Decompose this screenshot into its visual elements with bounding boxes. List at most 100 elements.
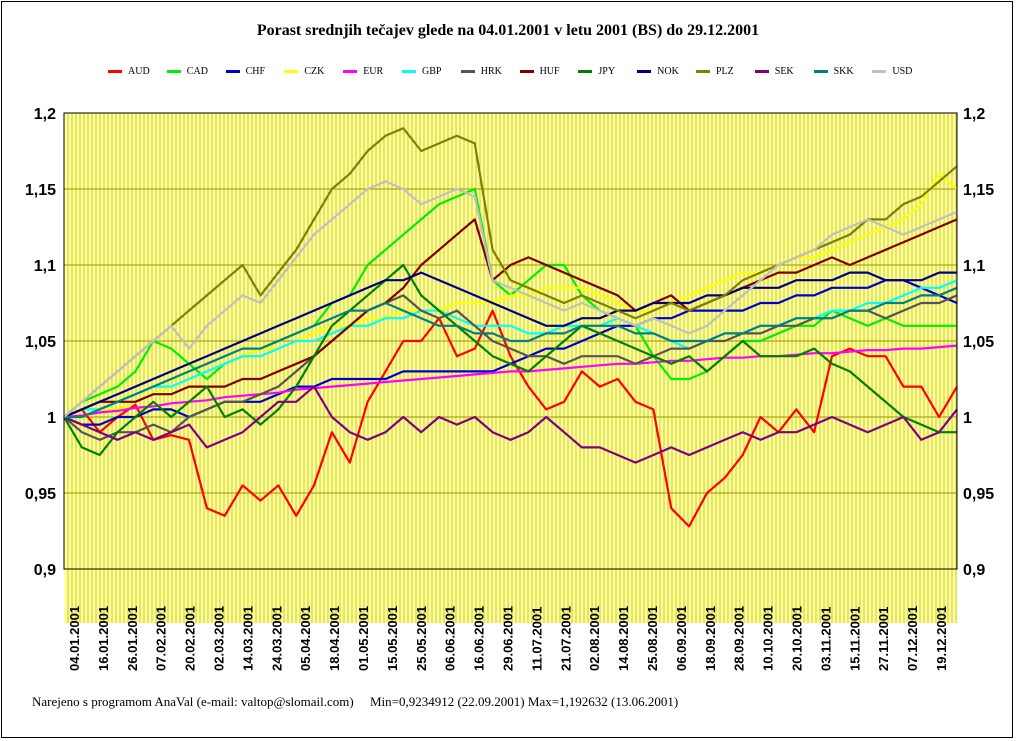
legend-item-jpy: JPY (578, 66, 637, 77)
series-line-eur (63, 344, 958, 419)
x-date-label: 19.12.2001 (934, 606, 949, 671)
legend-item-chf: CHF (225, 66, 285, 77)
x-date-label: 02.08.2001 (587, 606, 602, 671)
y-tick-left: 1,15 (25, 182, 56, 199)
legend-label: JPY (598, 66, 616, 77)
x-date-labels: 04.01.2001 16.01.2001 26.01.2001 07.02.2001… (67, 606, 949, 671)
x-date-label: 18.04.2001 (327, 606, 342, 671)
legend-swatch (578, 70, 593, 73)
x-date-label: 11.07.2001 (529, 607, 544, 671)
x-date-label: 21.07.2001 (558, 606, 573, 671)
x-date-label: 10.10.2001 (761, 606, 776, 671)
y-tick-left: 1 (47, 410, 56, 427)
legend-swatch (754, 70, 769, 73)
x-date-label: 28.09.2001 (732, 606, 747, 671)
legend-swatch (519, 70, 534, 73)
legend-label: NOK (657, 66, 679, 77)
series-line-nok (63, 271, 957, 419)
series-line-jpy (63, 263, 957, 457)
y-tick-left: 0,95 (25, 486, 56, 503)
legend-label: CHF (245, 66, 266, 77)
series-line-usd (63, 180, 958, 418)
legend-item-sek: SEK (754, 66, 814, 77)
legend-item-cad: CAD (166, 66, 226, 77)
x-date-label: 20.02.2001 (183, 606, 198, 671)
legend-label: SEK (774, 66, 794, 77)
legend-swatch (813, 70, 828, 73)
series-line-hrk (63, 294, 958, 441)
y-tick-right: 1,2 (963, 106, 985, 123)
x-date-label: 18.09.2001 (703, 606, 718, 671)
legend-swatch (343, 70, 358, 73)
chart-title: Porast srednjih tečajev glede na 04.01.2… (256, 22, 760, 39)
x-date-label: 26.01.2001 (125, 606, 140, 671)
legend-item-eur: EUR (343, 66, 402, 77)
y-tick-right: 0,9 (963, 562, 985, 579)
legend-item-skk: SKK (813, 66, 873, 77)
x-date-label: 03.11.2001 (818, 607, 833, 671)
series-lines (63, 127, 958, 528)
legend-swatch (872, 70, 887, 73)
legend-item-hrk: HRK (460, 66, 520, 77)
x-date-label: 14.03.2001 (240, 606, 255, 671)
legend-swatch (108, 70, 122, 73)
x-date-label: 25.05.2001 (414, 606, 429, 671)
legend-swatch (401, 70, 416, 73)
legend-swatch (166, 70, 181, 73)
y-tick-left: 0,9 (34, 562, 56, 579)
legend-label: USD (892, 66, 913, 77)
legend-label: AUD (128, 66, 150, 77)
series-line-aud (63, 309, 958, 528)
x-date-label: 27.11.2001 (876, 607, 891, 671)
series-line-sek (63, 385, 958, 464)
chart-svg: 0,9 0,9 0,95 0,95 1 1 1,05 1,05 1,1 1,1 1,15 1,15 1,… (25, 106, 994, 671)
x-date-label: 16.01.2001 (96, 606, 111, 671)
legend-item-plz: PLZ (695, 66, 755, 77)
legend-swatch (225, 70, 240, 73)
y-tick-left: 1,05 (25, 334, 56, 351)
y-tick-right: 1,05 (963, 334, 994, 351)
x-date-label: 06.09.2001 (674, 606, 689, 671)
y-tick-right: 1,1 (963, 258, 985, 275)
series-line-skk (64, 286, 958, 419)
footer-info: Narejeno s programom AnaVal (e-mail: val… (32, 694, 679, 709)
plot-border (63, 112, 958, 570)
y-tick-right: 1,15 (963, 182, 994, 199)
legend-label: EUR (363, 66, 384, 77)
x-date-label: 07.02.2001 (154, 606, 169, 671)
x-date-label: 16.06.2001 (472, 606, 487, 671)
legend-label: SKK (833, 66, 854, 77)
x-date-label: 04.01.2001 (67, 606, 82, 671)
legend-item-gbp: GBP (401, 66, 461, 77)
y-tick-labels: 0,9 0,9 0,95 0,95 1 1 1,05 1,05 1,1 1,1 1,15 1,15 1,… (25, 106, 994, 579)
x-date-label: 15.05.2001 (385, 606, 400, 671)
x-date-label: 05.04.2001 (298, 606, 313, 671)
series-line-huf (63, 218, 958, 419)
legend-swatch (460, 70, 475, 73)
legend-label: CZK (304, 66, 325, 77)
y-tick-left: 1,1 (34, 258, 56, 275)
x-date-label: 14.08.2001 (616, 606, 631, 671)
x-date-label: 06.06.2001 (443, 606, 458, 671)
y-tick-left: 1,2 (34, 106, 56, 123)
legend-swatch (284, 70, 299, 73)
x-date-label: 20.10.2001 (790, 606, 805, 671)
legend-swatch (695, 70, 710, 73)
legend-item-huf: HUF (519, 66, 579, 77)
legend-label: CAD (186, 66, 208, 77)
legend-item-czk: CZK (284, 66, 343, 77)
x-date-label: 01.05.2001 (356, 606, 371, 671)
x-date-label: 25.08.2001 (645, 606, 660, 671)
x-date-label: 29.06.2001 (501, 606, 516, 671)
legend-item-aud: AUD (108, 66, 167, 77)
legend-item-usd: USD (872, 66, 931, 77)
chart-legend: AUD CAD CHF CZK EUR GBP HRK HUF JPY NOK PLZ SEK SKK U… (108, 66, 931, 77)
legend-swatch (637, 70, 652, 73)
x-date-label: 24.03.2001 (269, 606, 284, 671)
legend-item-nok: NOK (637, 66, 696, 77)
x-date-label: 07.12.2001 (905, 606, 920, 671)
y-tick-right: 1 (963, 410, 972, 427)
legend-label: HUF (539, 66, 560, 77)
legend-label: GBP (421, 66, 442, 77)
